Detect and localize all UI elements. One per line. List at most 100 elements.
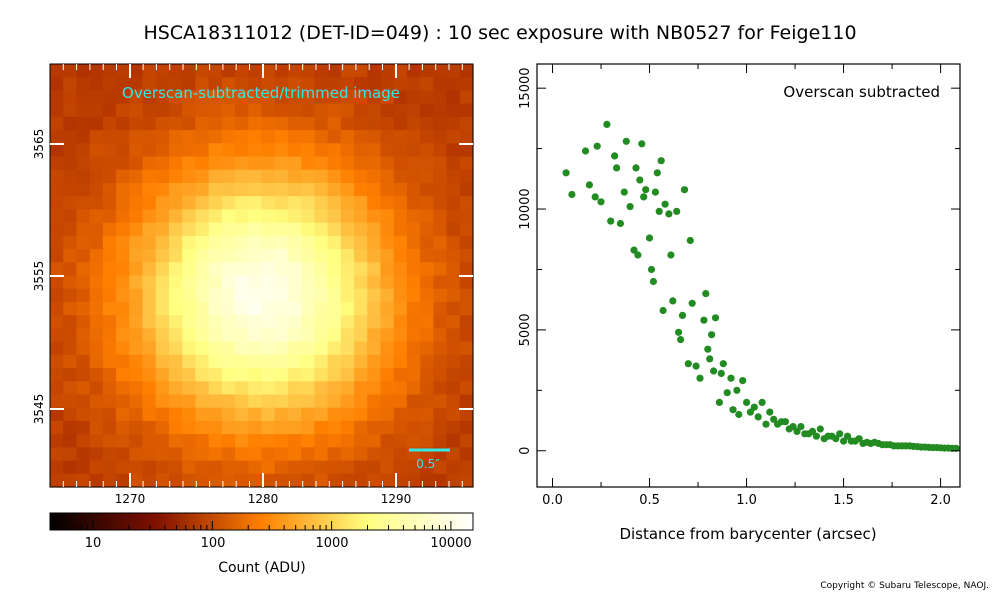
image-pixel (367, 368, 382, 382)
image-pixel (393, 301, 408, 316)
scatter-point (836, 430, 844, 438)
image-pixel (102, 222, 117, 237)
image-pixel (287, 315, 302, 329)
image-pixel (50, 262, 64, 277)
image-pixel (155, 368, 170, 382)
image-pixel (287, 222, 302, 237)
image-pixel (221, 447, 236, 462)
image-pixel (102, 407, 117, 422)
image-pixel (235, 156, 249, 171)
image-pixel (248, 77, 263, 92)
image-pixel (380, 368, 395, 382)
image-pixel (89, 235, 104, 250)
image-pixel (168, 169, 183, 184)
image-pixel (380, 209, 395, 224)
image-pixel (406, 116, 421, 131)
y-tick-label: 0 (518, 447, 533, 455)
image-pixel (50, 116, 64, 131)
image-pixel (314, 182, 329, 197)
image-pixel (459, 407, 474, 422)
image-pixel (129, 182, 144, 197)
image-pixel (420, 249, 434, 263)
image-pixel (221, 354, 236, 369)
scatter-annotation: Overscan subtracted (783, 83, 940, 101)
image-pixel (287, 182, 302, 197)
image-pixel (327, 407, 342, 422)
image-pixel (459, 77, 474, 92)
scatter-point (636, 176, 644, 184)
image-pixel (116, 275, 130, 290)
image-pixel (446, 420, 461, 435)
image-pixel (195, 116, 210, 131)
image-pixel (155, 222, 170, 237)
image-pixel (182, 77, 197, 92)
image-pixel (63, 262, 78, 277)
scatter-point (593, 142, 601, 150)
image-pixel (393, 447, 408, 462)
image-pixel (168, 460, 183, 475)
image-pixel (89, 473, 104, 488)
image-pixel (446, 182, 461, 197)
image-pixel (420, 315, 434, 329)
image-pixel (287, 196, 302, 211)
scatter-point (651, 188, 660, 196)
image-pixel (89, 249, 104, 263)
image-pixel (76, 130, 91, 144)
image-pixel (340, 222, 355, 237)
image-pixel (354, 116, 368, 131)
image-pixel (235, 130, 249, 144)
image-pixel (221, 288, 236, 303)
image-pixel (248, 262, 263, 277)
image-pixel (367, 328, 382, 343)
image-pixel (420, 235, 434, 250)
image-pixel (287, 103, 302, 118)
image-pixel (182, 301, 197, 316)
image-pixel (274, 407, 289, 422)
image-pixel (221, 434, 236, 448)
image-pixel (142, 275, 157, 290)
image-pixel (50, 222, 64, 237)
scatter-point (832, 435, 840, 443)
image-pixel (393, 420, 408, 435)
image-pixel (63, 315, 78, 329)
image-pixel (406, 407, 421, 422)
image-pixel (155, 328, 170, 343)
image-pixel (63, 249, 78, 263)
image-pixel (367, 196, 382, 211)
image-pixel (102, 262, 117, 277)
image-pixel (459, 420, 474, 435)
image-pixel (261, 249, 276, 263)
image-pixel (340, 288, 355, 303)
image-pixel (221, 143, 236, 158)
image-pixel (129, 77, 144, 92)
image-x-tick-labels: 1270 1280 1290 (115, 492, 412, 506)
image-pixel (340, 249, 355, 263)
image-pixel (235, 381, 249, 396)
image-pixel (155, 381, 170, 396)
image-pixel (420, 354, 434, 369)
image-pixel (248, 473, 263, 488)
image-pixel (208, 354, 223, 369)
image-pixel (208, 447, 223, 462)
scatter-point (789, 423, 797, 431)
image-pixel (182, 249, 197, 263)
image-pixel (76, 473, 91, 488)
scatter-point (952, 444, 960, 452)
image-pixel (354, 182, 368, 197)
image-pixel (195, 90, 210, 105)
scatter-point (743, 398, 751, 406)
image-pixel (116, 64, 130, 78)
image-pixel (76, 315, 91, 329)
image-pixel (406, 143, 421, 158)
image-pixel (433, 77, 448, 92)
image-pixel (89, 169, 104, 184)
image-pixel (89, 90, 104, 105)
scatter-point (746, 408, 755, 416)
image-pixel (116, 130, 130, 144)
image-pixel (340, 460, 355, 475)
image-pixel (433, 249, 448, 263)
image-pixel (50, 64, 64, 78)
image-pixel (314, 328, 329, 343)
image-pixel (63, 130, 78, 144)
image-pixel (248, 196, 263, 211)
